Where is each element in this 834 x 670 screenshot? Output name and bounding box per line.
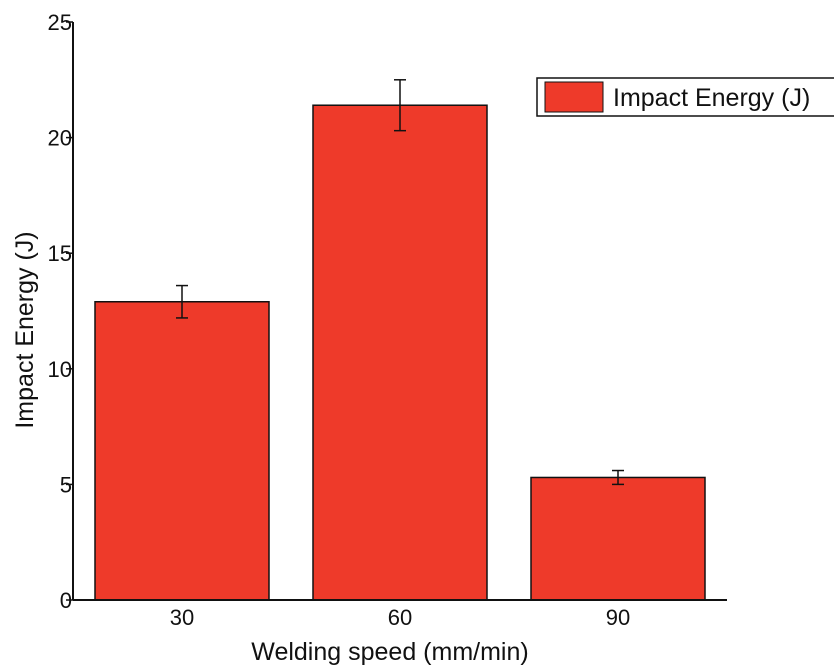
y-tick-label-20: 20 xyxy=(48,126,72,151)
legend: Impact Energy (J) xyxy=(537,78,834,116)
x-tick-label-60: 60 xyxy=(388,605,412,630)
y-tick-label-5: 5 xyxy=(60,472,72,497)
legend-label: Impact Energy (J) xyxy=(613,84,810,112)
x-tick-label-90: 90 xyxy=(606,605,630,630)
y-axis-title: Impact Energy (J) xyxy=(11,231,39,428)
bar-90 xyxy=(531,477,705,600)
bars-layer xyxy=(95,105,705,600)
y-tick-label-0: 0 xyxy=(60,588,72,613)
y-ticks-layer: 0 5 10 15 20 25 xyxy=(48,10,73,613)
y-tick-label-10: 10 xyxy=(48,357,72,382)
bar-60 xyxy=(313,105,487,600)
y-tick-label-25: 25 xyxy=(48,10,72,35)
legend-swatch xyxy=(545,82,603,112)
x-tick-label-30: 30 xyxy=(170,605,194,630)
y-tick-label-15: 15 xyxy=(48,241,72,266)
bar-30 xyxy=(95,302,269,600)
x-axis-title: Welding speed (mm/min) xyxy=(251,638,528,665)
x-ticks-layer: 30 60 90 xyxy=(170,605,630,630)
